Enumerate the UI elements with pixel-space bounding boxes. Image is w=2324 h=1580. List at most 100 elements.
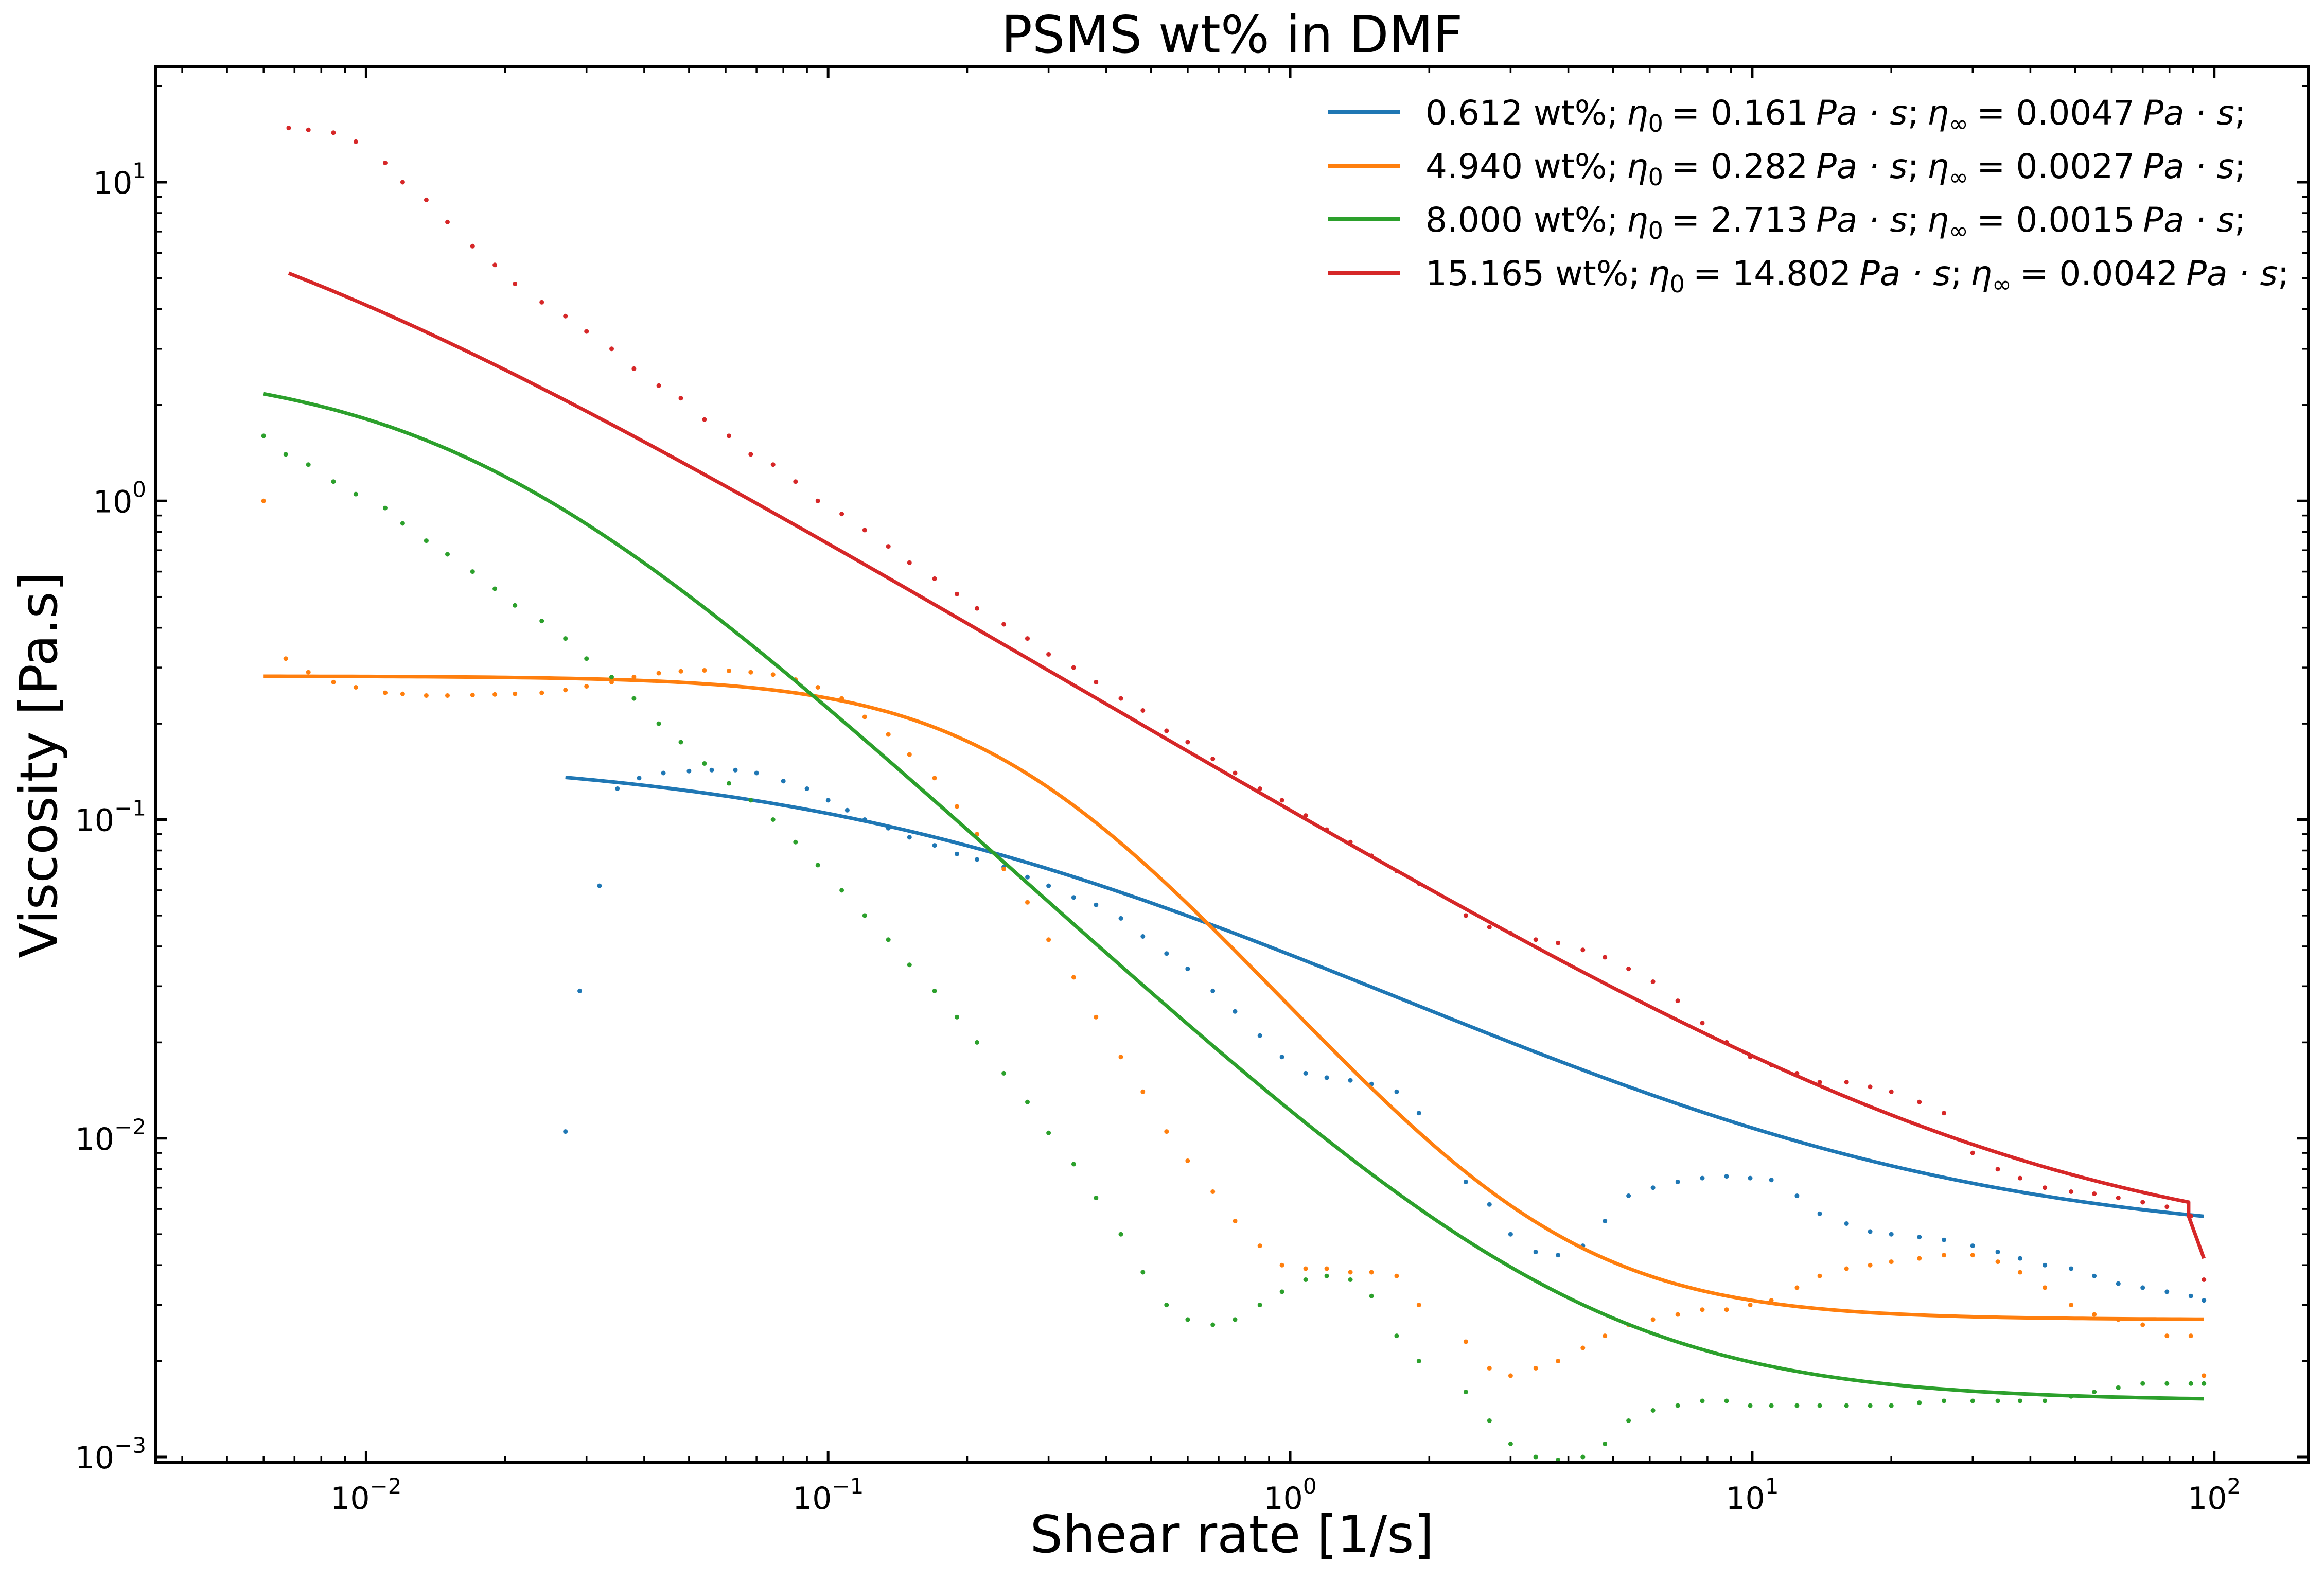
series-3-point [656,383,661,388]
series-3-point [1844,1080,1849,1085]
axes-frame [154,65,2310,1464]
series-2-point [1118,1232,1123,1237]
series-0-point [2017,1256,2022,1261]
legend-end: ; [2278,254,2289,293]
series-0-point [1868,1229,1873,1234]
x-tick-exponent: 2 [2227,1473,2241,1499]
series-3-point [1533,937,1538,942]
legend-end: ; [1908,147,1919,186]
series-1-point [1868,1262,1873,1268]
series-1-point [283,656,288,661]
series-1-point [2092,1312,2097,1317]
series-2-point [1917,1400,1922,1406]
series-3-point [2164,1204,2170,1209]
series-0-point [1094,902,1099,907]
series-3-point [1556,940,1561,945]
legend-end: ; [1908,200,1919,240]
legend-etainf-val: = 0.0015 [1977,200,2135,240]
series-0-point [804,786,809,791]
series-2-point [727,781,731,786]
series-2-point [1279,1289,1284,1294]
series-2-point [862,913,867,918]
series-2-point [1164,1303,1169,1308]
series-1-point [631,675,637,680]
x-tick-exponent: 1 [1765,1473,1779,1499]
series-3-point [1046,652,1051,657]
series-1-point [1071,975,1076,980]
series-2-point [2164,1381,2170,1386]
series-2-point [1094,1196,1099,1201]
series-2-point [886,937,891,942]
series-0-point [1769,1178,1774,1183]
series-0-point [577,988,582,993]
legend-etainf-sub: ∞ [1992,270,2012,298]
series-1-point [563,688,568,693]
series-1-point [1508,1373,1513,1378]
x-tick-exponent: −1 [832,1473,864,1499]
series-1-point [2140,1322,2145,1327]
legend-conc: 4.940 wt%; [1425,147,1618,186]
series-3-point [2092,1191,2097,1196]
series-3-point [1868,1084,1873,1090]
x-tick-label: 100 [1263,1473,1316,1517]
series-2-point [283,452,288,457]
series-1-point [1348,1270,1353,1275]
series-2-point [932,988,937,993]
y-tick-label: 101 [93,158,146,201]
series-2-point [1463,1390,1468,1395]
series-2-point [1700,1398,1705,1403]
series-3-point [1626,967,1631,972]
series-0-point [1394,1089,1399,1094]
legend-conc: 15.165 wt%; [1425,254,1640,293]
legend: 0.612 wt%; η0 = 0.161 Pa · s; η∞ = 0.0047 Pa ·… [1328,93,2289,298]
series-1-point [1279,1262,1284,1268]
series-1-point [2188,1333,2193,1339]
series-1-point [1603,1333,1608,1339]
series-0-point [1463,1179,1468,1184]
series-0-point [1533,1250,1538,1255]
series-1-point [1675,1312,1680,1317]
legend-eta0-sub: 0 [1648,217,1663,244]
series-2-point [1889,1403,1894,1408]
series-0-point [637,776,642,781]
legend-unit: Pa · s [1816,147,1908,186]
series-1-point [862,714,867,719]
series-1-point [445,693,450,698]
series-1-point [1700,1307,1705,1312]
series-3 [286,126,2207,1282]
series-1-point [955,804,959,809]
series-2-point [815,863,820,868]
legend-entry-1: 4.940 wt%; η0 = 0.282 Pa · s; η∞ = 0.0027 Pa ·… [1328,147,2246,191]
series-0-point [1995,1250,2000,1255]
series-2-point [1650,1408,1656,1413]
series-3-point [1487,924,1492,929]
series-2-point [306,462,311,467]
series-2-point [1724,1398,1729,1403]
series-2-point [702,761,707,766]
series-0-point [1700,1175,1705,1181]
series-1-fit-line [263,674,2204,1321]
series-3-point [2140,1200,2145,1205]
series-2-point [1508,1441,1513,1446]
series-1-point [400,691,405,696]
series-1-point [1094,1014,1099,1020]
series-3-point [609,346,614,352]
series-3-point [1233,770,1238,776]
series-3-point [1603,955,1608,960]
series-3-point [1279,798,1284,803]
y-tick-exponent: −3 [114,1433,146,1458]
series-3-point [1580,947,1586,953]
series-1-point [1416,1303,1421,1308]
legend-unit: Pa · s [1816,93,1908,133]
series-2-point [1533,1454,1538,1460]
series-0-point [2069,1266,2074,1271]
x-tick-label: 101 [1726,1473,1779,1517]
series-2-point [1210,1322,1216,1327]
y-tick-label: 10−1 [75,796,146,839]
series-0-point [1942,1237,1946,1242]
series-3-point [1118,696,1123,701]
series-1-point [1463,1339,1468,1344]
x-tick-exponent: 0 [1303,1473,1317,1499]
